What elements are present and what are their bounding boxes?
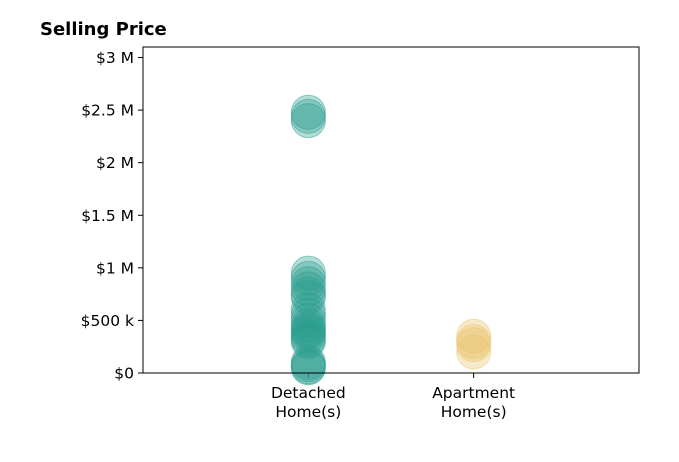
data-points — [290, 94, 492, 386]
y-tick-label: $2.5 M — [81, 102, 134, 120]
data-point — [456, 334, 492, 370]
y-tick-label: $2 M — [96, 154, 134, 172]
y-tick-label: $1.5 M — [81, 207, 134, 225]
data-point — [290, 260, 326, 296]
y-tick-label: $500 k — [81, 312, 134, 330]
data-point — [290, 350, 326, 386]
axes: $0 $500 k $1 M $1.5 M $2 M $2.5 M $3 M Detached… — [81, 49, 515, 421]
data-point — [456, 318, 492, 354]
data-point — [290, 98, 326, 134]
data-point — [290, 271, 326, 307]
chart-title: Selling Price — [40, 19, 167, 40]
y-tick-label: $3 M — [96, 49, 134, 67]
y-tick-label: $0 — [114, 365, 134, 383]
data-point — [456, 327, 492, 363]
x-tick-label: Detached Home(s) — [271, 384, 346, 421]
data-point — [290, 297, 326, 333]
plot-frame — [142, 46, 640, 374]
data-point — [290, 255, 326, 291]
x-tick-label: Apartment Home(s) — [432, 384, 515, 421]
y-tick-label: $1 M — [96, 259, 134, 277]
data-point — [290, 266, 326, 302]
data-point — [290, 103, 326, 139]
data-point — [290, 94, 326, 130]
data-point — [290, 302, 326, 338]
